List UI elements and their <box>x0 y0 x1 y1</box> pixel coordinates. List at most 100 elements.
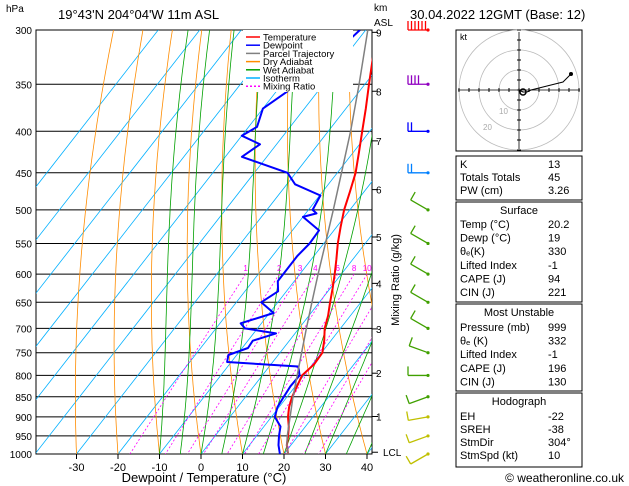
wind-barb-shaft <box>410 317 429 329</box>
temperature-axis: -30 -20 -10 0 10 20 30 40 <box>69 454 373 474</box>
wind-barb-dot <box>426 452 430 456</box>
wind-barb-dot <box>426 395 430 399</box>
isotherm-line <box>36 30 367 454</box>
legend-box <box>243 30 353 92</box>
mixing-ratio-label: 4 <box>313 264 318 273</box>
wind-barb-flag <box>410 255 416 265</box>
wind-barb-flag <box>410 225 416 234</box>
table-row-label: Totals Totals <box>460 172 521 184</box>
table-row-value: 332 <box>548 336 566 348</box>
table-row-value: 94 <box>548 273 560 285</box>
height-tick-label: 1 <box>376 413 382 424</box>
pressure-tick-label: 650 <box>15 298 32 309</box>
table-row-label: CAPE (J) <box>460 363 506 375</box>
x-tick-label: -10 <box>152 462 168 474</box>
pressure-tick-label: 300 <box>15 26 32 37</box>
dry-adiabat-line <box>221 30 243 454</box>
legend-label: Temperature <box>263 33 316 44</box>
wind-barb <box>410 255 430 276</box>
hpa-label: hPa <box>6 4 24 15</box>
pressure-tick-label: 750 <box>15 349 32 360</box>
table-row-value: 221 <box>548 287 566 299</box>
table-row-label: Dewp (°C) <box>460 233 511 245</box>
wind-barb-flag <box>410 310 416 319</box>
table-row-value: -38 <box>548 424 564 436</box>
isotherm-line <box>76 74 372 454</box>
x-tick-label: 0 <box>198 462 204 474</box>
table-row-value: 196 <box>548 363 566 375</box>
mixing-ratio-line <box>129 273 246 454</box>
pressure-tick-label: 550 <box>15 239 32 250</box>
mixing-ratio-label: 2 <box>277 264 282 273</box>
legend-label: Isotherm <box>263 74 300 85</box>
height-tick-label: 5 <box>376 233 382 244</box>
mixing-ratio-line <box>303 336 372 454</box>
wind-barb <box>407 366 430 378</box>
wind-barb <box>410 225 430 246</box>
hodograph-ring-label: 10 <box>499 107 508 116</box>
table-row-label: PW (cm) <box>460 185 503 197</box>
mixing-ratio-line <box>284 306 372 454</box>
profile-lines <box>226 30 372 454</box>
table-row-value: 304° <box>548 437 571 449</box>
wind-barb-flag <box>405 455 412 465</box>
height-tick-label: 7 <box>376 137 382 148</box>
wind-barb-shaft <box>410 232 429 245</box>
wind-barb-flag <box>408 337 413 347</box>
table-row-value: 999 <box>548 322 566 334</box>
wind-barb-dot <box>426 351 430 355</box>
surface-title: Surface <box>500 205 538 217</box>
isotherm-line <box>36 30 284 347</box>
pressure-tick-label: 950 <box>15 432 32 443</box>
wet-adiabat-line <box>200 30 235 454</box>
wind-barb <box>405 394 430 405</box>
legend-label: Mixing Ratio <box>263 82 315 93</box>
wind-barb-dot <box>426 272 430 276</box>
legend-label: Dewpoint <box>263 41 303 52</box>
table-row-label: EH <box>460 411 475 423</box>
background-lines <box>36 30 372 454</box>
pressure-tick-label: 600 <box>15 270 32 281</box>
isotherm-line <box>200 234 372 454</box>
table-row-value: -1 <box>548 349 558 361</box>
series-parcel-trajectory-line <box>286 30 369 454</box>
isotherm-line <box>36 30 242 294</box>
wind-barb-shaft <box>410 199 429 211</box>
wind-barb-dot <box>426 208 430 212</box>
wind-barbs <box>405 21 430 465</box>
wind-barb <box>407 75 430 86</box>
table-row-label: CAPE (J) <box>460 273 506 285</box>
x-tick-label: 40 <box>361 462 373 474</box>
wet-adiabat-line <box>159 30 189 454</box>
table-row-value: 19 <box>548 233 560 245</box>
hodograph-table-box <box>455 392 583 468</box>
hodograph-trace <box>518 73 572 93</box>
wind-barb-flag <box>410 284 416 293</box>
x-tick-label: 10 <box>236 462 248 474</box>
right-axis-label: Mixing Ratio (g/kg) <box>390 234 402 326</box>
most-unstable-title: Most Unstable <box>484 307 554 319</box>
x-tick-label: 20 <box>278 462 290 474</box>
wind-barb-dot <box>426 171 430 175</box>
wind-barb-shaft <box>408 345 429 354</box>
mixing-ratio-line <box>258 273 368 454</box>
wind-barb-shaft <box>410 291 429 303</box>
stats-tables: K 13 Totals Totals 45 PW (cm) 3.26 Surface Te… <box>455 155 583 468</box>
wind-barb-dot <box>426 434 430 438</box>
wind-barb-flag <box>405 434 410 443</box>
table-row-label: θₑ (K) <box>460 336 488 348</box>
pressure-tick-label: 900 <box>15 413 32 424</box>
dry-adiabat-line <box>318 30 368 454</box>
table-row-label: K <box>460 159 468 171</box>
mixing-ratio-label: 10 <box>363 264 372 273</box>
location-title: 19°43'N 204°04'W 11m ASL <box>58 7 219 22</box>
wind-barb <box>407 21 430 32</box>
wet-adiabat-line <box>325 340 372 454</box>
mixing-ratio-label: 3 <box>298 264 303 273</box>
wind-barb-shaft <box>410 263 429 275</box>
wind-barb-dot <box>426 300 430 304</box>
height-tick-label: 8 <box>376 87 382 98</box>
dry-adiabat-line <box>150 30 173 454</box>
